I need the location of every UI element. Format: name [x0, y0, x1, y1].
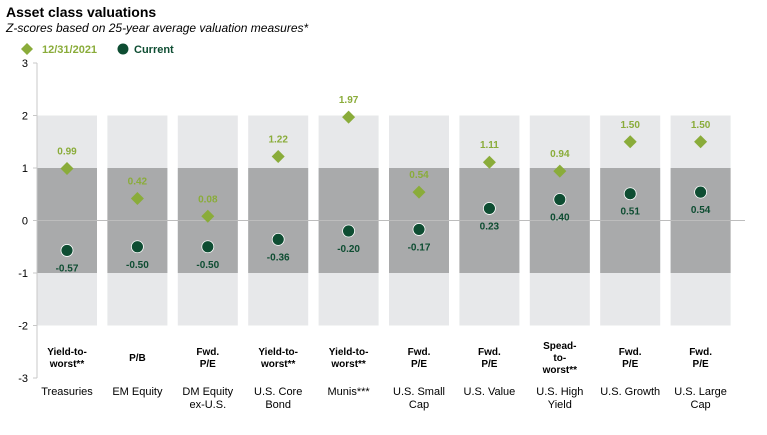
category-label: Munis*** — [328, 386, 371, 398]
legend-label-current: Current — [134, 44, 174, 56]
measure-label: Fwd. — [196, 347, 219, 358]
measure-label: Spead- — [543, 341, 576, 352]
category-label: U.S. Core — [254, 386, 302, 398]
point-2021 — [553, 164, 567, 178]
measure-label: worst** — [260, 359, 296, 370]
measure-label: Fwd. — [619, 347, 642, 358]
measure-label: P/E — [693, 359, 709, 370]
measure-label: P/E — [411, 359, 427, 370]
value-label-current: 0.40 — [550, 213, 570, 224]
point-current — [623, 187, 637, 201]
measure-label: worst** — [49, 359, 85, 370]
value-label-2021: 0.54 — [409, 170, 429, 181]
value-label-current: -0.57 — [56, 263, 79, 274]
y-tick-label: -1 — [18, 268, 28, 280]
y-tick-label: -3 — [18, 373, 28, 385]
value-label-2021: 1.50 — [620, 120, 640, 131]
legend-marker-2021 — [21, 43, 33, 55]
value-label-current: -0.20 — [337, 244, 360, 255]
measure-labels: Yield-to-worst**P/BFwd.P/EYield-to-worst… — [47, 341, 712, 376]
measure-label: Fwd. — [478, 347, 501, 358]
y-tick-label: 0 — [22, 216, 28, 228]
category-label: EM Equity — [112, 386, 163, 398]
point-current — [694, 185, 707, 199]
value-label-2021: 1.11 — [480, 140, 499, 151]
point-current — [342, 224, 356, 238]
point-2021 — [130, 191, 144, 205]
category-label: U.S. Growth — [600, 386, 660, 398]
y-tick-label: 3 — [22, 58, 28, 70]
point-2021 — [694, 135, 708, 149]
chart-title: Asset class valuations — [6, 4, 157, 20]
point-2021 — [482, 155, 496, 169]
category-label: Cap — [409, 399, 429, 411]
value-label-2021: 0.42 — [128, 176, 148, 187]
value-label-2021: 1.50 — [691, 120, 711, 131]
y-tick-label: 1 — [22, 163, 28, 175]
measure-label: worst** — [330, 359, 366, 370]
point-current — [412, 223, 426, 236]
measure-label: Yield-to- — [47, 347, 87, 358]
point-current — [482, 202, 496, 215]
value-label-2021: 0.94 — [550, 149, 570, 160]
category-label: Cap — [691, 399, 711, 411]
y-axis: 3 2 1 0 -1 -2 -3 — [18, 58, 745, 385]
category-label: U.S. Value — [464, 386, 516, 398]
point-2021 — [412, 185, 426, 199]
point-current — [130, 240, 144, 254]
measure-label: Fwd. — [408, 347, 431, 358]
category-label: ex-U.S. — [189, 399, 226, 411]
value-label-current: -0.17 — [408, 242, 431, 253]
legend-label-2021: 12/31/2021 — [42, 44, 97, 56]
category-label: DM Equity — [182, 386, 233, 398]
value-label-2021: 1.97 — [339, 95, 359, 106]
value-label-current: -0.50 — [196, 260, 219, 271]
measure-label: P/B — [129, 353, 146, 364]
measure-label: P/E — [481, 359, 497, 370]
measure-label: P/E — [622, 359, 638, 370]
category-label: Treasuries — [41, 386, 93, 398]
point-current — [271, 232, 285, 246]
point-current — [553, 193, 567, 206]
value-label-current: -0.50 — [126, 260, 149, 271]
point-current — [60, 244, 74, 257]
point-2021 — [201, 209, 215, 223]
value-label-2021: 1.22 — [268, 134, 288, 145]
legend: 12/31/2021 Current — [21, 43, 174, 56]
value-label-current: 0.51 — [620, 207, 640, 218]
y-tick-label: 2 — [22, 111, 28, 123]
measure-label: Yield-to- — [258, 347, 298, 358]
legend-marker-current — [117, 43, 129, 55]
data-points: 0.99 0.42 0.08 1.22 1.97 0.54 1.11 0.94 1.50 1.50… — [56, 95, 711, 274]
y-tick-label: -2 — [18, 321, 28, 333]
chart-subtitle: Z-scores based on 25-year average valuat… — [6, 21, 309, 35]
category-label: U.S. Large — [674, 386, 727, 398]
measure-label: worst** — [542, 365, 578, 376]
point-2021 — [342, 110, 356, 124]
measure-label: Fwd. — [689, 347, 712, 358]
measure-label: P/E — [200, 359, 216, 370]
value-label-current: -0.36 — [267, 252, 290, 263]
value-label-2021: 0.08 — [198, 194, 218, 205]
point-2021 — [271, 149, 285, 163]
measure-label: to- — [553, 353, 566, 364]
category-label: Bond — [265, 399, 291, 411]
category-label: U.S. Small — [393, 386, 445, 398]
category-label: U.S. High — [536, 386, 583, 398]
value-label-current: 0.54 — [691, 205, 711, 216]
point-2021 — [60, 162, 74, 176]
measure-label: Yield-to- — [329, 347, 369, 358]
category-label: Yield — [548, 399, 572, 411]
point-2021 — [623, 135, 637, 149]
value-label-2021: 0.99 — [57, 147, 77, 158]
value-label-current: 0.23 — [480, 221, 500, 232]
point-current — [201, 240, 215, 254]
